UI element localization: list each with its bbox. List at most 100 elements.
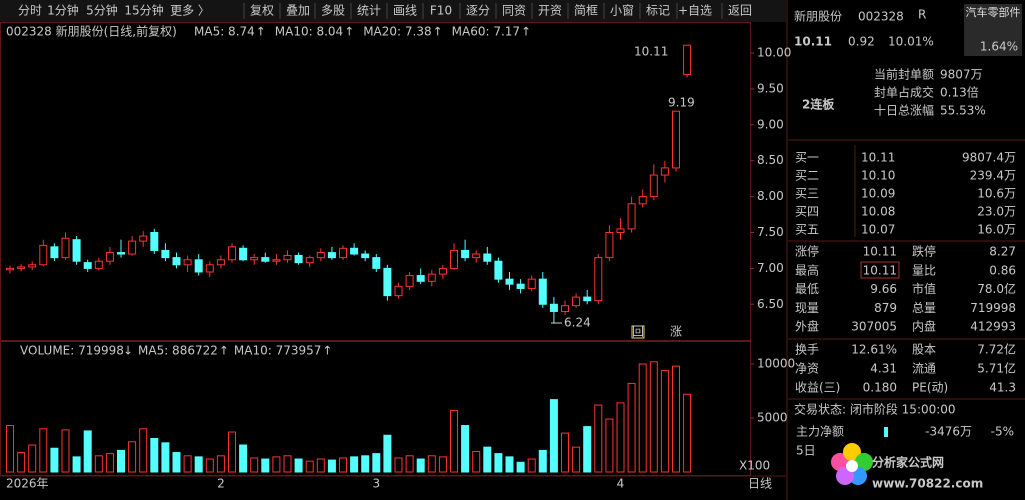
candle-body [461,249,470,259]
y-tick-label: 7.50 [757,225,784,239]
bid-price: 10.07 [861,223,895,237]
candle-body [139,235,148,242]
bid-price: 10.09 [861,187,895,201]
bid-volume: 23.0万 [977,205,1016,219]
candle-body [272,259,281,262]
price: 10.11 [794,35,832,49]
toolbar-button[interactable]: 1分钟 [47,3,79,18]
toolbar-button[interactable]: 逐分 [466,4,490,18]
period-tab[interactable]: 5日 [796,444,816,458]
toolbar-button[interactable]: 分时 [18,4,42,18]
toolbar-button[interactable]: 多股 [321,4,345,18]
volume-bar [450,409,458,473]
volume-bar [128,441,137,473]
finance-label: 股本 [912,343,936,357]
toolbar-button[interactable]: 开资 [538,4,562,18]
finance-value: 12.61% [851,343,897,357]
change: 0.92 [848,35,875,49]
toolbar-button[interactable]: 返回 [728,4,752,18]
toolbar-button[interactable]: +自选 [678,4,712,18]
volume-bar [72,456,81,473]
sector-box[interactable] [964,4,1022,56]
candle-body [17,266,26,269]
candle-body [39,244,48,266]
stat-value: 719998 [970,301,1016,315]
stat-label: 现量 [795,301,819,315]
toolbar-button[interactable]: F10 [430,4,452,18]
stat-value: 10.11 [863,245,897,259]
chart-title: 002328 新朋股份(日线,前复权) [6,24,177,39]
volume-bar [250,457,259,473]
toolbar-button[interactable]: 统计 [357,4,381,18]
y-tick-label: 8.00 [757,189,784,203]
volume-bar [516,461,525,473]
volume-indicator-trend: ↑ [322,344,332,358]
toolbar-button[interactable]: 小窗 [610,4,634,18]
candle-body [438,267,447,275]
stat-label: 最高 [795,262,819,277]
toolbar-button[interactable]: 简框 [574,4,598,18]
indicator-label: MA10: 8.04 [275,25,343,39]
volume-bar [638,363,647,473]
candle-body [283,254,292,261]
toolbar-button[interactable]: 叠加 [286,4,310,18]
volume-bar [438,456,447,473]
limit-value: 55.53% [940,104,986,118]
stock-flag: R [918,8,926,22]
candle-body [616,228,625,233]
candle-body [316,252,325,259]
candle-body [538,278,547,305]
volume-bar [105,453,114,473]
volume-bar [216,455,225,473]
sector-pct: 1.64% [980,40,1018,54]
toolbar-button[interactable]: 标记 [646,4,670,18]
toolbar-button[interactable]: 5分钟 [86,3,118,18]
stock-name: 新朋股份 [794,9,842,24]
period-label: 日线 [748,477,772,491]
candle-body [660,167,669,176]
marker-box [631,325,645,339]
trade-status: 交易状态: 闭市阶段 15:00:00 [794,402,956,417]
candle-body [183,259,192,266]
candle-body [405,275,414,287]
candle-body [494,260,503,280]
volume-bar [627,382,636,473]
x-tick-label: 2026年 [6,477,49,491]
indicator-label: MA5: 8.74 [194,25,255,39]
stat-value: 412993 [970,320,1016,334]
volume-bar [461,425,470,473]
flow-pct: -5% [991,425,1014,439]
volume-bar [427,455,436,473]
candle-body [28,264,37,268]
toolbar-button[interactable]: 15分钟 [124,3,163,18]
volume-bar [549,399,558,473]
volume-bar [616,402,625,473]
volume-bar [228,431,236,473]
candle-body [427,273,436,282]
volume-bar [361,455,370,473]
volume-bar [405,455,414,473]
stat-value: 8.27 [989,245,1016,259]
toolbar-button[interactable]: 更多 〉 [170,4,210,18]
toolbar-button[interactable]: 同资 [502,4,526,18]
indicator-trend: ↑ [344,25,354,39]
toolbar-button[interactable]: 画线 [393,4,417,18]
candle-body [150,231,159,251]
finance-value: 7.72亿 [977,342,1016,357]
stat-value: 0.86 [989,263,1016,277]
toolbar-button[interactable]: 复权 [250,4,274,18]
candle-body [561,305,569,312]
candle-body [350,247,359,255]
limit-label: 封单占成交 [874,85,934,100]
volume-bar [28,444,37,473]
stat-value: 78.0亿 [977,281,1016,296]
candle-body [450,249,458,269]
candle-body [649,174,658,198]
volume-bar [294,458,303,473]
candle-body [228,246,236,261]
volume-bar [572,446,581,473]
candle-body [472,253,481,259]
candle-body [305,257,314,264]
volume-bar [594,404,603,473]
